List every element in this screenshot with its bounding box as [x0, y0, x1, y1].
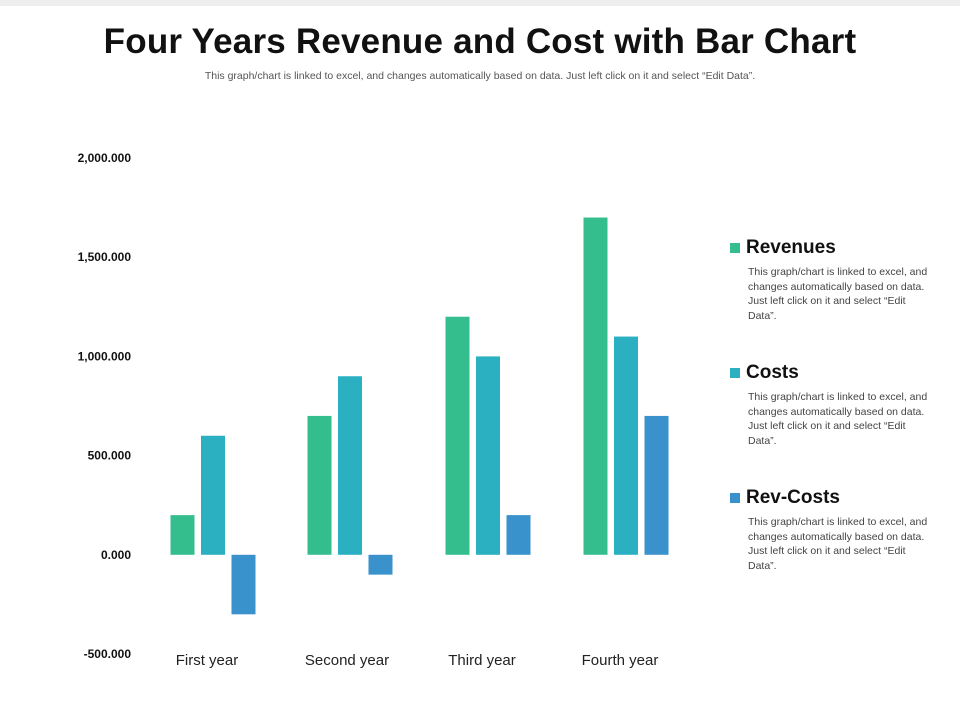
bar-costs-third-year [476, 356, 500, 555]
bar-revenues-fourth-year [583, 217, 608, 555]
legend-desc-rev-costs: This graph/chart is linked to excel, and… [748, 516, 928, 572]
bar-rev-costs-first-year [231, 554, 256, 615]
y-tick-label: 2,000.000 [78, 151, 132, 165]
legend-label-costs: Costs [746, 362, 799, 383]
x-tick-label-third-year: Third year [448, 652, 516, 669]
bar-revenues-first-year [170, 515, 195, 555]
x-tick-label-second-year: Second year [305, 652, 389, 669]
bar-revenues-second-year [307, 415, 332, 555]
legend-label-revenues: Revenues [746, 237, 836, 258]
legend-label-rev-costs: Rev-Costs [746, 487, 840, 508]
bar-costs-first-year [201, 435, 225, 555]
bar-rev-costs-fourth-year [644, 415, 669, 555]
top-strip [0, 0, 960, 6]
legend-swatch-revenues [730, 243, 740, 253]
legend-swatch-rev-costs [730, 493, 740, 503]
x-tick-label-first-year: First year [176, 652, 239, 669]
bar-rev-costs-third-year [506, 515, 531, 555]
bar-costs-second-year [338, 376, 362, 555]
y-tick-label: 1,000.000 [78, 349, 132, 363]
legend-desc-revenues: This graph/chart is linked to excel, and… [748, 266, 928, 322]
legend-item-rev-costs: Rev-Costs This graph/chart is linked to … [730, 487, 935, 573]
legend-item-revenues: Revenues This graph/chart is linked to e… [730, 237, 935, 323]
bar-rev-costs-second-year [368, 554, 393, 575]
y-tick-label: 1,500.000 [78, 250, 132, 264]
y-tick-label: 500.000 [88, 449, 132, 463]
bar-costs-fourth-year [614, 336, 638, 555]
page-title: Four Years Revenue and Cost with Bar Cha… [103, 22, 857, 61]
bar-revenues-third-year [445, 316, 470, 555]
page-subtitle: This graph/chart is linked to excel, and… [204, 70, 756, 82]
legend-swatch-costs [730, 368, 740, 378]
y-tick-label: -500.000 [84, 647, 132, 661]
y-tick-label: 0.000 [101, 548, 131, 562]
legend-item-costs: Costs This graph/chart is linked to exce… [730, 362, 935, 448]
x-tick-label-fourth-year: Fourth year [582, 652, 659, 669]
legend-desc-costs: This graph/chart is linked to excel, and… [748, 391, 928, 447]
